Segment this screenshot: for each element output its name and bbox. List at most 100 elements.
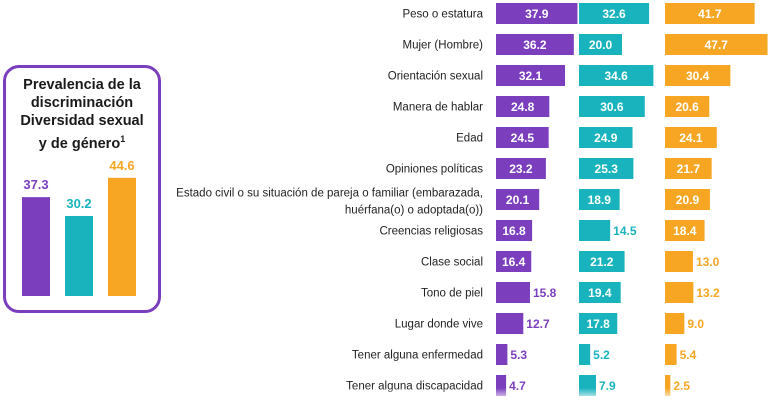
- bar: [665, 158, 712, 179]
- bar: [665, 96, 710, 117]
- bar-value-label: 5.4: [680, 348, 697, 362]
- bar-value-label: 21.7: [677, 162, 701, 176]
- inset-title: Prevalencia de la discriminación Diversi…: [6, 76, 158, 153]
- bar-value-label: 37.9: [525, 7, 549, 21]
- category-label: Tener alguna enfermedad: [352, 350, 483, 362]
- category-label: Mujer (Hombre): [402, 40, 483, 52]
- inset-bar-label: 44.6: [109, 158, 134, 173]
- bar-value-label: 24.9: [594, 131, 618, 145]
- bar-value-label: 24.1: [679, 131, 703, 145]
- footnote-marker: 1: [120, 134, 126, 144]
- category-label: Orientación sexual: [388, 71, 483, 83]
- category-label: Opiniones políticas: [386, 164, 483, 176]
- bar: [579, 158, 634, 179]
- bar: [579, 375, 596, 396]
- bar-value-label: 19.4: [588, 286, 612, 300]
- inset-bar: [22, 197, 50, 296]
- bar-value-label: 15.8: [533, 286, 557, 300]
- bar: [496, 3, 578, 24]
- bar: [496, 189, 540, 210]
- bar-value-label: 47.7: [705, 38, 729, 52]
- bar: [496, 158, 546, 179]
- bar-value-label: 24.8: [511, 100, 535, 114]
- category-label: Clase social: [421, 257, 483, 269]
- inset-bar: [65, 215, 93, 296]
- bar-value-label: 9.0: [687, 317, 704, 331]
- category-label-line: huérfana(o) o adoptada(o)): [345, 205, 483, 217]
- bar: [665, 251, 693, 272]
- category-label: Tener alguna discapacidad: [346, 381, 483, 393]
- category-label: Lugar donde vive: [395, 319, 483, 331]
- category-label: Edad: [456, 133, 483, 145]
- bar: [665, 65, 731, 86]
- bar: [665, 34, 768, 55]
- bar-value-label: 7.9: [599, 379, 616, 393]
- bar-value-label: 13.2: [696, 286, 720, 300]
- bar-value-label: 20.0: [589, 38, 613, 52]
- bar-value-label: 32.6: [602, 7, 626, 21]
- bar: [665, 189, 710, 210]
- bar-value-label: 18.9: [588, 193, 612, 207]
- bar: [496, 344, 508, 365]
- inset-title-line: Diversidad sexual: [20, 113, 144, 129]
- category-label: Creencias religiosas: [379, 226, 483, 238]
- bar: [579, 65, 654, 86]
- category-label: Estado civil o su situación de pareja o …: [176, 188, 483, 217]
- category-label: Tono de piel: [421, 288, 483, 300]
- bar-value-label: 16.4: [502, 255, 526, 269]
- bar-value-label: 21.2: [590, 255, 614, 269]
- bar-value-label: 18.4: [673, 224, 697, 238]
- bar: [665, 282, 694, 303]
- inset-title-line: discriminación: [30, 95, 134, 111]
- inset-title-line: Prevalencia de la: [23, 77, 141, 93]
- bar: [496, 34, 574, 55]
- bar: [496, 282, 530, 303]
- bar-value-label: 20.9: [676, 193, 700, 207]
- bar-value-label: 23.2: [509, 162, 533, 176]
- bar-value-label: 32.1: [519, 69, 543, 83]
- bar: [665, 375, 671, 396]
- bar-value-label: 14.5: [613, 224, 637, 238]
- bar: [579, 96, 645, 117]
- bar: [496, 220, 533, 241]
- bar-value-label: 12.7: [526, 317, 550, 331]
- bar: [579, 220, 611, 241]
- bar: [579, 313, 618, 334]
- bar: [496, 127, 549, 148]
- bar: [665, 344, 677, 365]
- bar-value-label: 24.5: [511, 131, 535, 145]
- bar-value-label: 30.4: [686, 69, 710, 83]
- bar-value-label: 36.2: [523, 38, 547, 52]
- bar: [496, 313, 524, 334]
- bar: [665, 220, 705, 241]
- bar-value-label: 2.5: [673, 379, 690, 393]
- inset-bar-label: 30.2: [66, 196, 91, 211]
- bar: [665, 313, 685, 334]
- bar: [579, 189, 620, 210]
- category-label-line: Estado civil o su situación de pareja o …: [176, 188, 483, 200]
- bar: [665, 3, 755, 24]
- bar: [579, 127, 633, 148]
- bar: [579, 34, 622, 55]
- bar-value-label: 16.8: [502, 224, 526, 238]
- bar: [665, 127, 717, 148]
- bar-value-label: 5.3: [510, 348, 527, 362]
- bar: [496, 251, 532, 272]
- inset-bar: [108, 177, 136, 296]
- bar-value-label: 25.3: [595, 162, 619, 176]
- bar: [579, 282, 621, 303]
- bar-value-label: 17.8: [586, 317, 610, 331]
- bar-value-label: 5.2: [593, 348, 610, 362]
- bar: [496, 96, 550, 117]
- inset-title-line: y de género1: [38, 134, 126, 152]
- bar-value-label: 41.7: [698, 7, 722, 21]
- inset-bar-label: 37.3: [23, 177, 48, 192]
- bar-value-label: 34.6: [605, 69, 629, 83]
- bar-value-label: 4.7: [509, 379, 526, 393]
- bar: [579, 251, 625, 272]
- category-label: Peso o estatura: [402, 9, 483, 21]
- bar-value-label: 20.6: [675, 100, 699, 114]
- bar-value-label: 13.0: [696, 255, 720, 269]
